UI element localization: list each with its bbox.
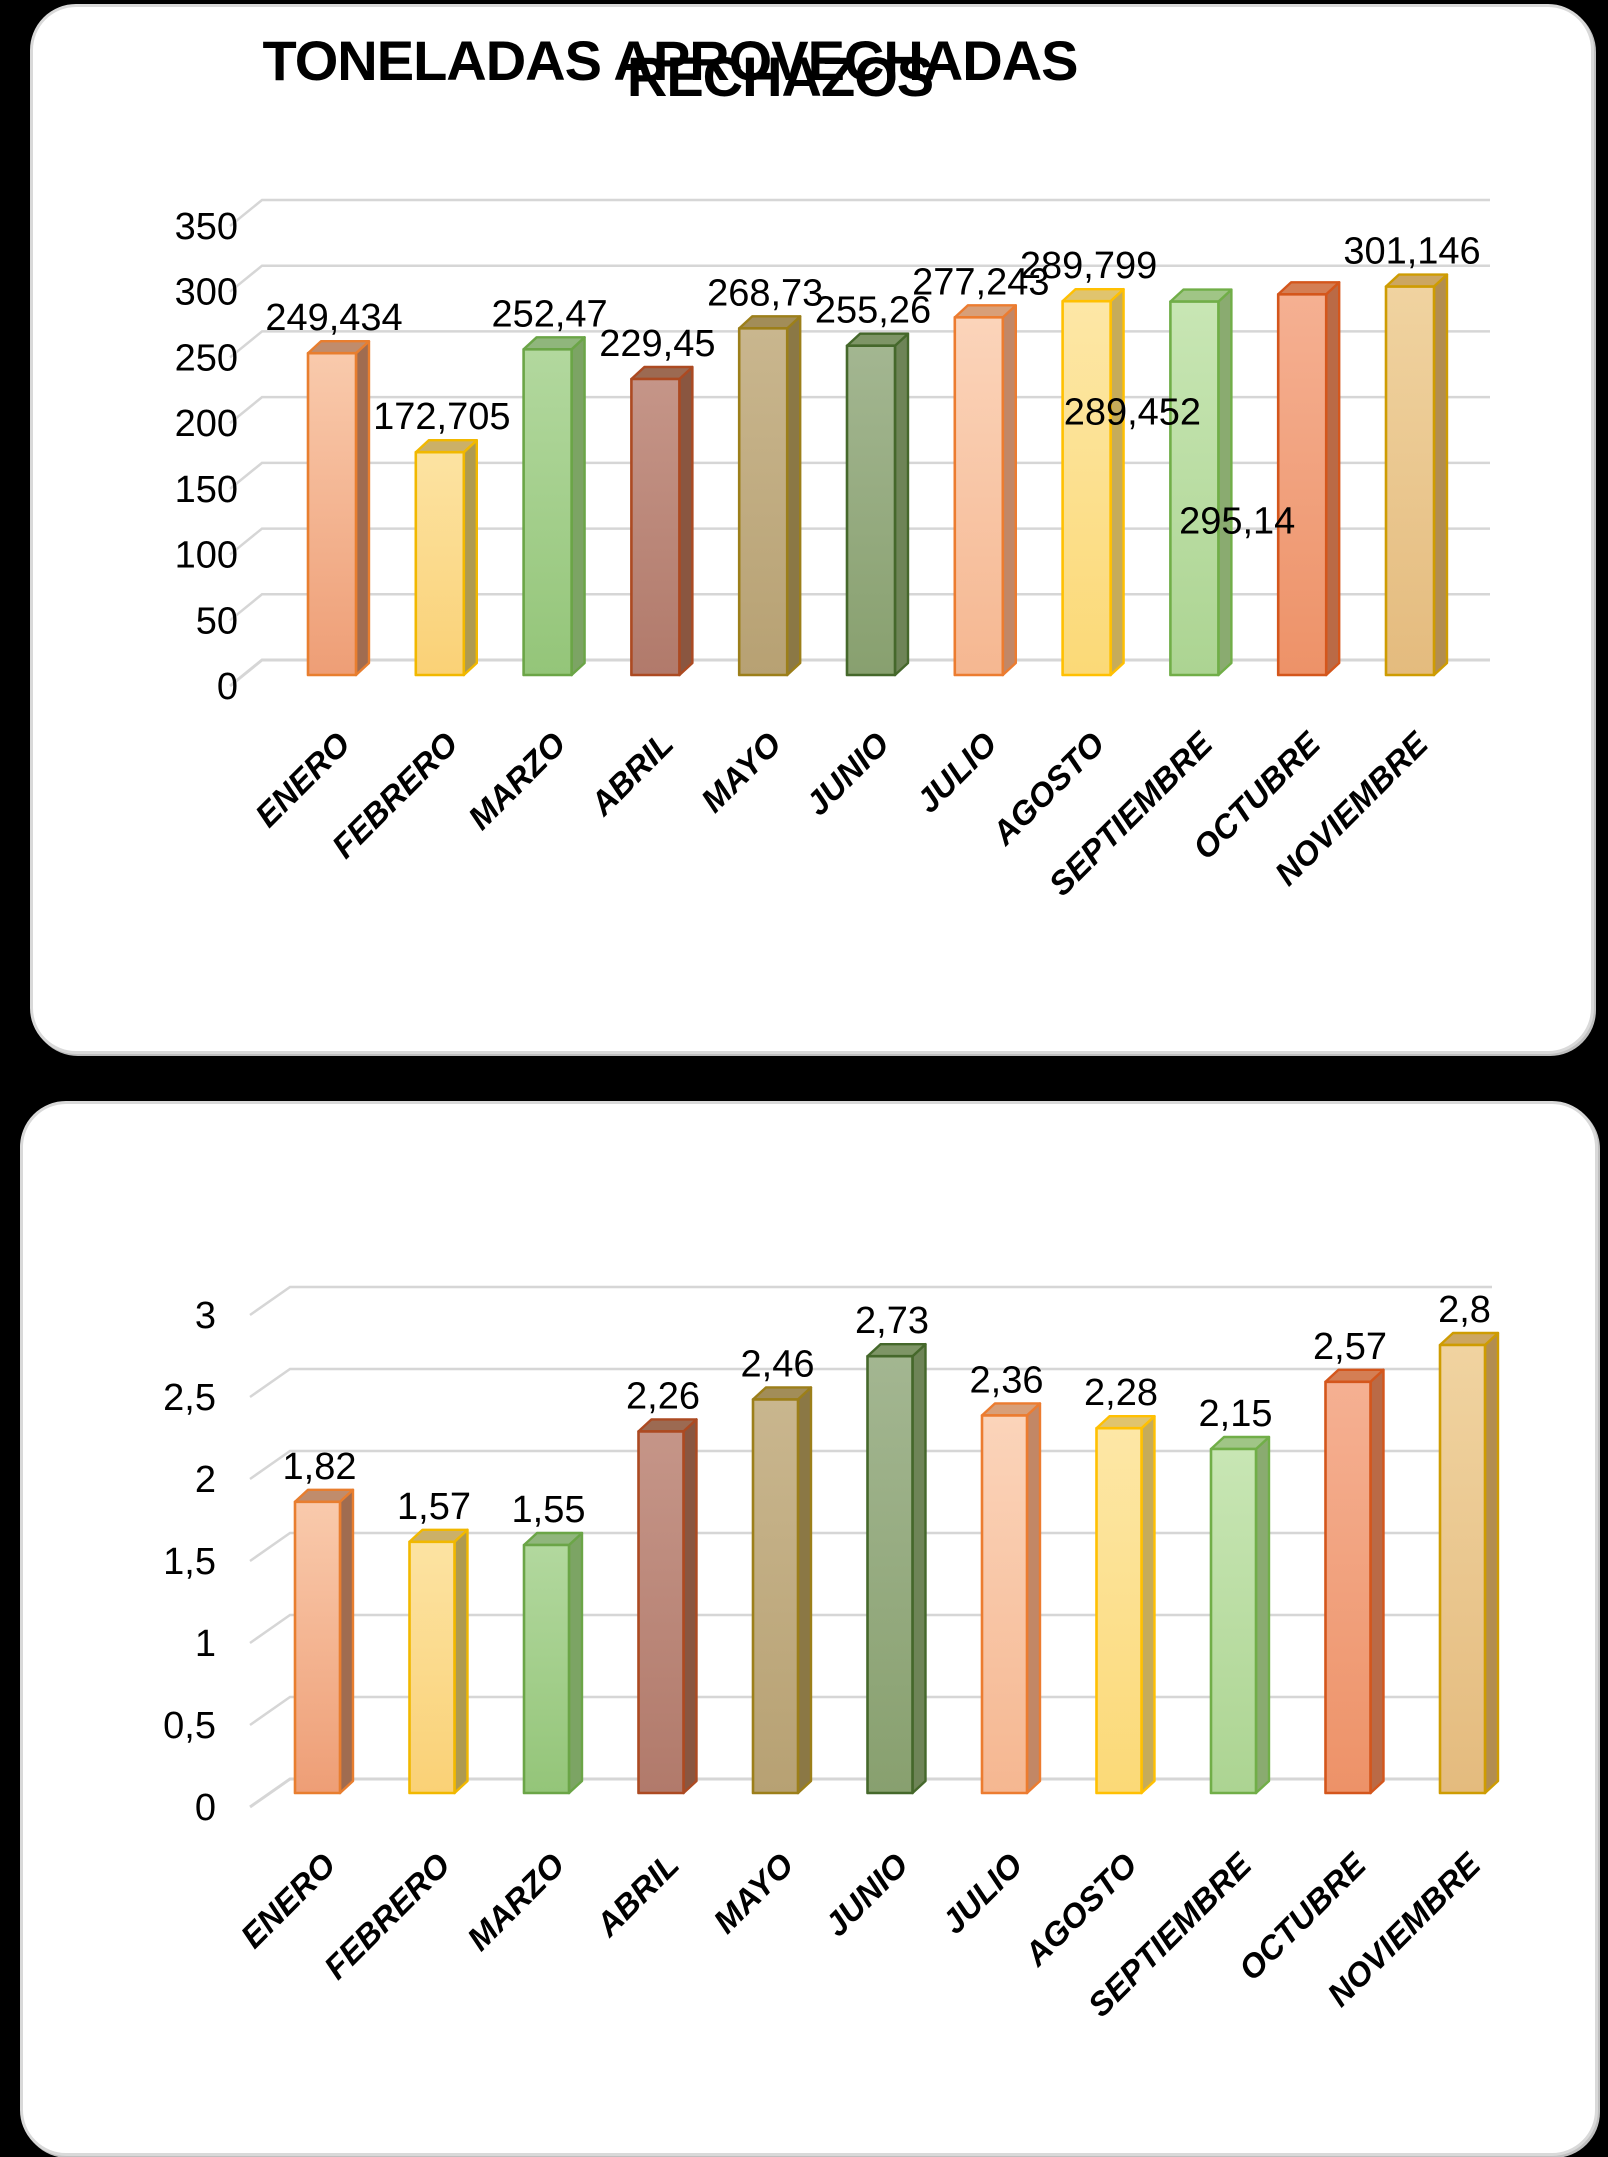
card-rechazos-chart [20,1101,1598,2156]
chart-title-rechazos: RECHAZOS [626,45,934,108]
card-toneladas-chart [30,4,1594,1054]
chart-title-toneladas: TONELADAS APROVECHADAS [262,29,1079,92]
